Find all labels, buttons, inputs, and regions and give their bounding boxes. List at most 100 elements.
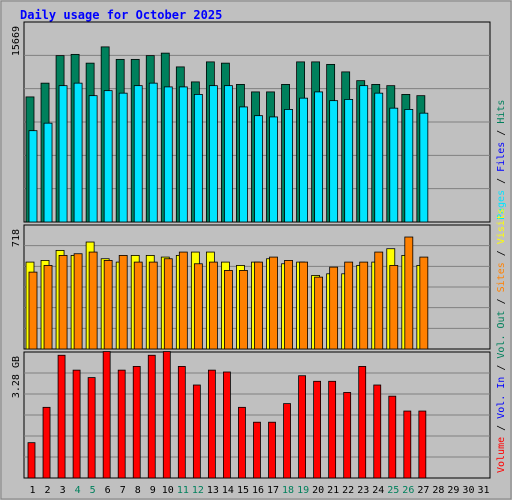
- bar-volume: [223, 371, 231, 479]
- bar-pages: [133, 85, 143, 223]
- x-tick-label: 5: [90, 485, 96, 496]
- y-max-label: 3.28 GB: [11, 356, 22, 398]
- bar-sites: [374, 251, 384, 350]
- bar-volume: [238, 406, 246, 479]
- bar-volume: [388, 395, 397, 479]
- x-tick-label: 29: [447, 485, 459, 496]
- bar-volume: [207, 369, 216, 479]
- bar-pages: [28, 130, 38, 223]
- bar-volume: [253, 421, 261, 479]
- y-max-label: 15669: [11, 26, 22, 56]
- x-tick-label: 30: [462, 485, 474, 496]
- bar-volume: [57, 354, 66, 479]
- bar-sites: [58, 255, 68, 350]
- bar-pages: [254, 115, 263, 223]
- bar-pages: [148, 82, 158, 223]
- bar-sites: [178, 251, 188, 350]
- bar-volume: [313, 380, 322, 479]
- bar-sites: [359, 261, 369, 350]
- bar-volume: [147, 354, 156, 479]
- bar-sites: [284, 260, 293, 350]
- bar-volume: [403, 410, 412, 479]
- chart-title: Daily usage for October 2025: [20, 8, 223, 22]
- bar-sites: [73, 253, 83, 350]
- x-tick-label: 27: [417, 485, 429, 496]
- bar-volume: [177, 366, 186, 479]
- bar-sites: [103, 260, 113, 350]
- bar-pages: [374, 92, 384, 223]
- bar-pages: [404, 109, 414, 223]
- bar-volume: [373, 384, 382, 479]
- x-tick-label: 6: [105, 485, 111, 496]
- bar-sites: [239, 270, 248, 350]
- bar-volume: [42, 406, 51, 479]
- bar-pages: [284, 109, 293, 223]
- bar-pages: [344, 99, 354, 223]
- bar-sites: [28, 271, 38, 350]
- x-tick-label: 9: [150, 485, 156, 496]
- bar-volume: [102, 351, 111, 479]
- bar-pages: [239, 106, 248, 223]
- x-tick-label: 22: [342, 485, 354, 496]
- bar-pages: [419, 112, 429, 223]
- bar-volume: [418, 410, 427, 479]
- bar-volume: [132, 366, 141, 479]
- bar-sites: [208, 261, 218, 350]
- x-tick-label: 11: [177, 485, 189, 496]
- bar-volume: [298, 375, 306, 479]
- x-tick-label: 8: [135, 485, 141, 496]
- bar-sites: [314, 276, 324, 350]
- x-tick-label: 21: [327, 485, 339, 496]
- x-tick-label: 31: [477, 485, 489, 496]
- x-tick-label: 10: [162, 485, 174, 496]
- x-tick-label: 23: [357, 485, 369, 496]
- bar-volume: [283, 403, 291, 479]
- bar-sites: [193, 263, 203, 350]
- x-tick-label: 18: [282, 485, 294, 496]
- bar-pages: [178, 86, 188, 223]
- bar-sites: [88, 251, 98, 350]
- bar-sites: [404, 236, 414, 350]
- x-tick-label: 15: [237, 485, 249, 496]
- bar-sites: [133, 261, 143, 350]
- bar-pages: [163, 86, 173, 223]
- bar-pages: [359, 85, 369, 223]
- bar-pages: [88, 95, 98, 223]
- y-max-label: 718: [11, 229, 22, 247]
- bar-volume: [117, 369, 126, 479]
- x-tick-label: 25: [387, 485, 399, 496]
- x-tick-label: 4: [75, 485, 81, 496]
- bar-pages: [43, 122, 53, 223]
- bar-volume: [72, 369, 81, 479]
- bar-volume: [162, 351, 171, 479]
- x-tick-label: 12: [192, 485, 204, 496]
- bar-volume: [87, 377, 96, 479]
- bar-sites: [269, 256, 278, 350]
- bar-sites: [344, 261, 354, 350]
- bar-sites: [329, 266, 339, 350]
- bar-pages: [58, 85, 68, 223]
- x-tick-label: 1: [30, 485, 36, 496]
- series-legend: Pages / Files / Hits: [496, 100, 507, 220]
- bar-pages: [329, 100, 339, 223]
- bar-sites: [224, 270, 233, 350]
- x-tick-label: 2: [45, 485, 51, 496]
- bar-sites: [163, 258, 173, 350]
- bar-sites: [254, 261, 263, 350]
- bar-volume: [27, 442, 36, 479]
- bar-sites: [389, 265, 399, 350]
- bar-volume: [358, 366, 367, 479]
- bar-pages: [299, 97, 308, 223]
- x-tick-label: 26: [402, 485, 414, 496]
- bar-pages: [224, 85, 233, 223]
- bar-sites: [419, 256, 429, 350]
- x-tick-label: 24: [372, 485, 384, 496]
- x-tick-label: 20: [312, 485, 324, 496]
- bar-sites: [299, 261, 308, 350]
- bar-volume: [343, 392, 352, 479]
- bar-volume: [268, 421, 276, 479]
- bar-sites: [148, 261, 158, 350]
